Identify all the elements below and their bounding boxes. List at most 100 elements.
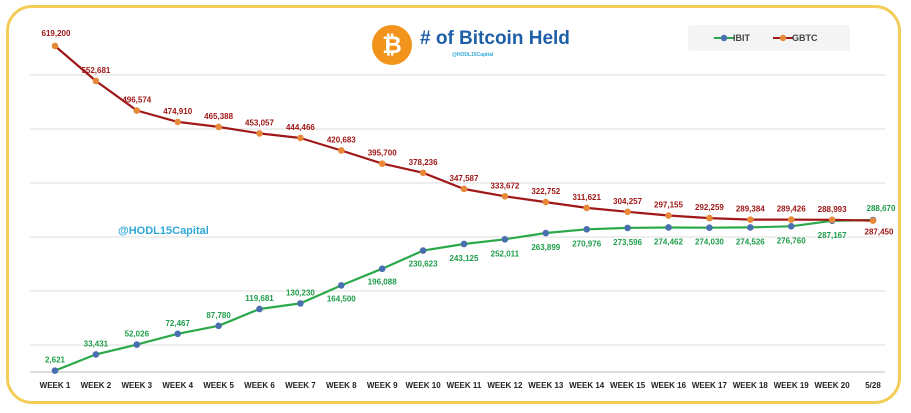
legend-label-ibit: IBIT: [733, 33, 751, 43]
x-tick-label: WEEK 13: [528, 381, 564, 390]
data-point-gbtc: [624, 208, 631, 216]
data-label-gbtc: 552,681: [81, 66, 110, 75]
data-label-gbtc: 297,155: [654, 201, 683, 210]
data-point-gbtc: [133, 107, 141, 114]
x-tick-label: WEEK 9: [367, 381, 398, 390]
data-label-ibit: 119,681: [245, 294, 274, 303]
data-label-ibit: 273,596: [613, 238, 642, 247]
x-axis: WEEK 1 WEEK 2 WEEK 3 WEEK 4 WEEK 5 WEEK 6 WEEK…: [40, 381, 882, 390]
data-point-gbtc: [869, 217, 877, 224]
x-tick-label: WEEK 20: [815, 381, 851, 390]
data-point-ibit: [501, 236, 509, 243]
x-tick-label: 5/28: [865, 381, 881, 390]
data-label-ibit: 33,431: [84, 339, 109, 348]
chart-title: # of Bitcoin Held: [420, 28, 570, 49]
data-label-ibit: 230,623: [409, 260, 438, 269]
data-point-gbtc: [747, 216, 754, 223]
data-point-ibit: [665, 224, 672, 231]
data-point-ibit: [542, 229, 550, 237]
data-label-gbtc: 619,200: [42, 29, 71, 38]
data-point-gbtc: [706, 214, 713, 222]
data-point-gbtc: [665, 212, 672, 219]
x-tick-label: WEEK 4: [162, 381, 193, 390]
data-label-gbtc: 465,388: [204, 112, 233, 121]
data-label-ibit: 196,088: [368, 278, 397, 287]
data-point-ibit: [378, 265, 386, 273]
bitcoin-symbol: ₿: [382, 32, 402, 59]
data-point-gbtc: [501, 193, 509, 200]
data-point-gbtc: [828, 216, 836, 224]
data-label-ibit: 130,230: [286, 288, 315, 297]
data-label-gbtc: 311,621: [572, 193, 601, 202]
legend: IBIT GBTC: [688, 25, 850, 51]
x-tick-label: WEEK 16: [651, 381, 687, 390]
data-point-gbtc: [787, 216, 795, 223]
data-point-gbtc: [338, 147, 345, 154]
data-label-gbtc: 347,587: [450, 174, 479, 183]
data-label-ibit: 164,500: [327, 294, 356, 303]
grid-lines: [30, 74, 885, 373]
legend-box: [688, 25, 850, 51]
data-label-ibit: 252,011: [491, 249, 520, 258]
data-label-ibit: 243,125: [450, 254, 479, 263]
data-point-gbtc: [256, 130, 263, 137]
chart-subtitle: @HODL15Capital: [452, 52, 494, 58]
data-label-gbtc: 444,466: [286, 123, 315, 132]
data-point-gbtc: [297, 134, 304, 142]
x-tick-label: WEEK 15: [610, 381, 646, 390]
data-label-ibit: 276,760: [777, 236, 806, 245]
data-point-gbtc: [378, 160, 386, 167]
data-label-gbtc: 289,426: [777, 205, 806, 214]
data-label-ibit: 288,670: [867, 204, 896, 213]
data-label-ibit: 274,030: [695, 238, 724, 247]
data-point-ibit: [51, 367, 59, 374]
data-point-ibit: [215, 322, 222, 330]
data-label-ibit: 2,621: [45, 356, 66, 365]
x-tick-label: WEEK 14: [569, 381, 605, 390]
data-point-ibit: [297, 300, 304, 307]
data-point-ibit: [133, 341, 141, 348]
data-point-gbtc: [215, 123, 222, 131]
x-tick-label: WEEK 5: [203, 381, 234, 390]
data-point-gbtc: [419, 169, 427, 177]
data-label-gbtc: 288,993: [818, 205, 847, 214]
watermark: @HODL15Capital: [118, 225, 209, 237]
legend-label-gbtc: GBTC: [792, 33, 818, 43]
data-point-ibit: [174, 330, 181, 338]
legend-marker-ibit: [720, 34, 728, 42]
data-label-gbtc: 496,574: [122, 96, 151, 105]
x-tick-label: WEEK 2: [81, 381, 112, 390]
data-label-gbtc: 292,259: [695, 203, 724, 212]
chart-frame: [6, 5, 901, 404]
x-tick-label: WEEK 12: [487, 381, 523, 390]
x-tick-label: WEEK 3: [121, 381, 152, 390]
x-tick-label: WEEK 8: [326, 381, 357, 390]
data-point-gbtc: [583, 204, 590, 212]
data-label-ibit: 270,976: [572, 239, 601, 248]
data-point-ibit: [338, 282, 345, 289]
data-label-ibit: 263,899: [531, 243, 560, 252]
data-point-gbtc: [174, 118, 181, 126]
data-label-ibit: 274,462: [654, 237, 683, 246]
data-labels: 619,200 552,681 496,574 474,910 465,388 453,0…: [42, 29, 896, 365]
data-point-ibit: [92, 351, 100, 358]
data-label-gbtc: 474,910: [163, 107, 192, 116]
data-point-ibit: [583, 226, 590, 233]
data-point-gbtc: [51, 42, 59, 50]
data-label-gbtc: 304,257: [613, 197, 642, 206]
data-point-ibit: [624, 224, 631, 232]
data-label-ibit: 87,780: [206, 311, 231, 320]
data-point-ibit: [419, 247, 427, 254]
data-point-ibit: [256, 305, 263, 313]
bitcoin-logo-icon: [372, 25, 412, 65]
data-label-gbtc: 333,672: [490, 181, 519, 190]
x-tick-label: WEEK 18: [733, 381, 769, 390]
series-layer: [51, 42, 877, 374]
data-label-gbtc: 378,236: [409, 158, 438, 167]
data-point-ibit: [787, 222, 795, 230]
data-label-gbtc: 453,057: [245, 118, 274, 127]
data-point-ibit: [747, 224, 754, 231]
x-tick-label: WEEK 19: [774, 381, 810, 390]
title-block: ₿ # of Bitcoin Held @HODL15Capital: [372, 25, 570, 65]
